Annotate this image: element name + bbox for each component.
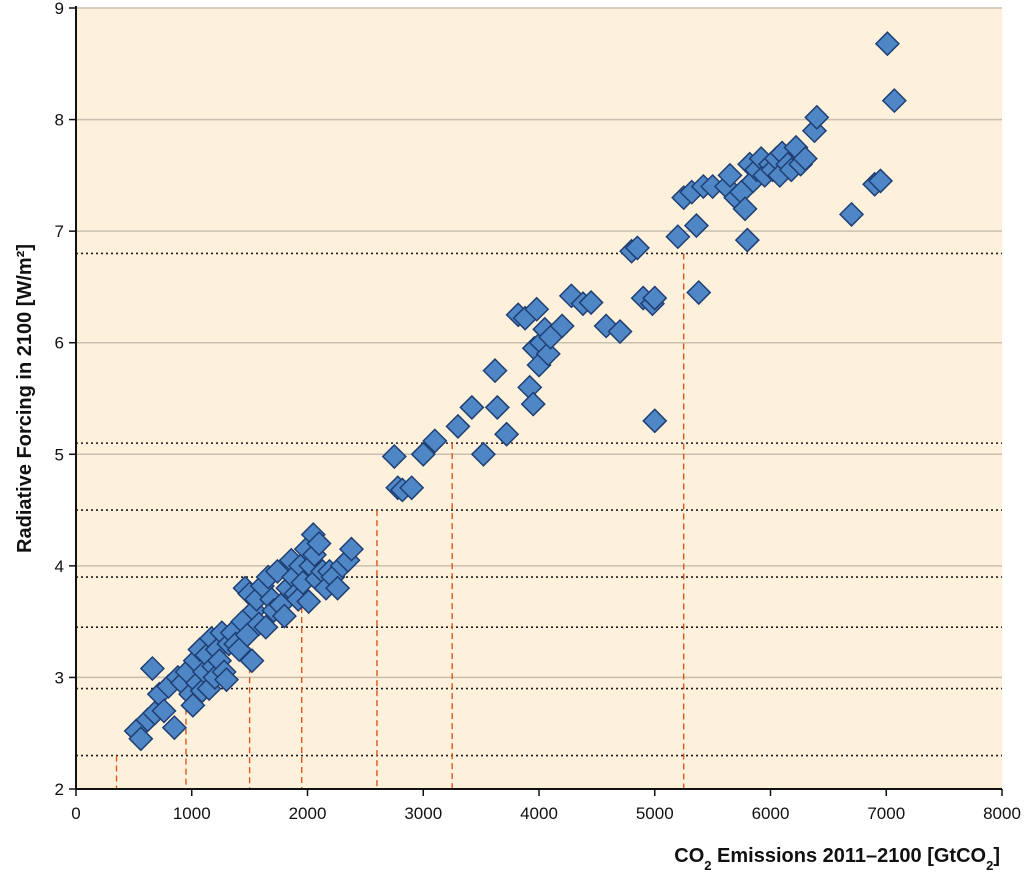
data-point [445,413,471,439]
data-point [804,104,830,130]
data-point [381,443,407,470]
data-point [607,318,633,345]
data-point [801,118,828,144]
tick-labels: 2 3 4 5 6 7 8 9 0 1000 2000 3000 4000 5000 6000 7000 800… [55,0,1021,823]
x-axis-title-subscript-2: 2 [986,858,993,873]
x-tick-label: 2000 [289,804,327,823]
y-tick-label: 6 [55,334,64,353]
data-point [874,31,900,57]
x-axis-title: CO2 Emissions 2011–2100 [GtCO2] [674,845,1000,873]
data-point [338,536,365,562]
x-tick-label: 5000 [636,804,674,823]
data-point [459,394,485,420]
data-point [792,146,818,172]
x-tick-label: 0 [71,804,80,823]
data-point [717,162,743,188]
data-point [494,421,520,447]
data-point [325,575,351,601]
data-point [410,441,436,467]
data-point [838,201,865,227]
x-tick-label: 3000 [404,804,442,823]
data-point [482,358,508,384]
x-tick-label: 4000 [520,804,558,823]
data-point [549,313,575,339]
data-point [161,715,187,741]
data-point [151,698,177,724]
x-tick-label: 8000 [983,804,1021,823]
data-point [470,441,497,467]
data-point [867,168,894,194]
x-axis-title-subscript: 2 [704,858,711,873]
y-tick-label: 4 [55,557,64,576]
axes [69,6,1003,796]
data-point [128,726,154,752]
data-point [734,227,760,253]
y-tick-label: 8 [55,111,64,130]
data-point [642,408,668,434]
data-point [535,341,561,367]
y-tick-label: 2 [55,780,64,799]
data-point [139,655,165,682]
data-point [239,648,265,674]
x-axis-title-suffix: ] [993,845,1000,867]
data-point [665,224,691,250]
data-point [296,588,322,615]
data-point [399,475,425,501]
x-axis-title-prefix: CO [674,845,704,867]
data-point [578,289,604,316]
y-axis-title: Radiative Forcing in 2100 [W/m²] [14,244,36,553]
data-point [213,667,240,693]
y-tick-label: 9 [55,0,64,18]
data-point [271,603,297,629]
x-tick-label: 7000 [867,804,905,823]
y-tick-label: 7 [55,222,64,241]
data-point [422,428,448,454]
x-axis-title-main: Emissions 2011–2100 [GtCO [712,845,987,867]
data-point [642,285,668,311]
data-point [253,614,279,640]
data-point [624,235,650,261]
y-tick-label: 3 [55,668,64,687]
data-point [306,530,332,557]
data-point [881,88,907,114]
y-tick-label: 5 [55,445,64,464]
data-point [484,394,510,420]
x-tick-label: 1000 [173,804,211,823]
data-points [123,31,907,752]
data-point [524,296,550,322]
data-point [686,279,712,306]
data-point [520,391,546,417]
reference-lines [76,252,1002,789]
data-point [732,196,758,222]
x-tick-label: 6000 [752,804,790,823]
data-point [683,213,709,239]
